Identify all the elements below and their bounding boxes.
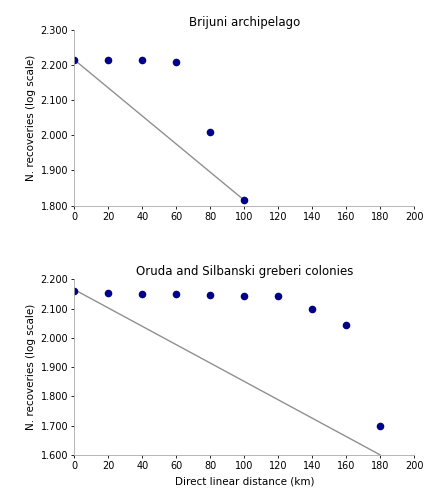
Title: Oruda and Silbanski greberi colonies: Oruda and Silbanski greberi colonies [136, 265, 353, 278]
Point [275, 292, 282, 300]
Point [139, 290, 146, 298]
Point [241, 196, 248, 204]
Y-axis label: N. recoveries (log scale): N. recoveries (log scale) [26, 54, 36, 181]
Point [139, 56, 146, 64]
Point [207, 292, 214, 300]
Point [71, 56, 78, 64]
Point [173, 58, 180, 66]
Point [343, 320, 350, 328]
Point [309, 304, 316, 312]
X-axis label: Direct linear distance (km): Direct linear distance (km) [175, 477, 314, 487]
Point [105, 56, 112, 64]
Point [241, 292, 248, 300]
Point [71, 287, 78, 295]
Point [173, 290, 180, 298]
Y-axis label: N. recoveries (log scale): N. recoveries (log scale) [26, 304, 36, 430]
Point [105, 288, 112, 296]
Title: Brijuni archipelago: Brijuni archipelago [189, 16, 300, 29]
Point [207, 128, 214, 136]
Point [377, 422, 384, 430]
